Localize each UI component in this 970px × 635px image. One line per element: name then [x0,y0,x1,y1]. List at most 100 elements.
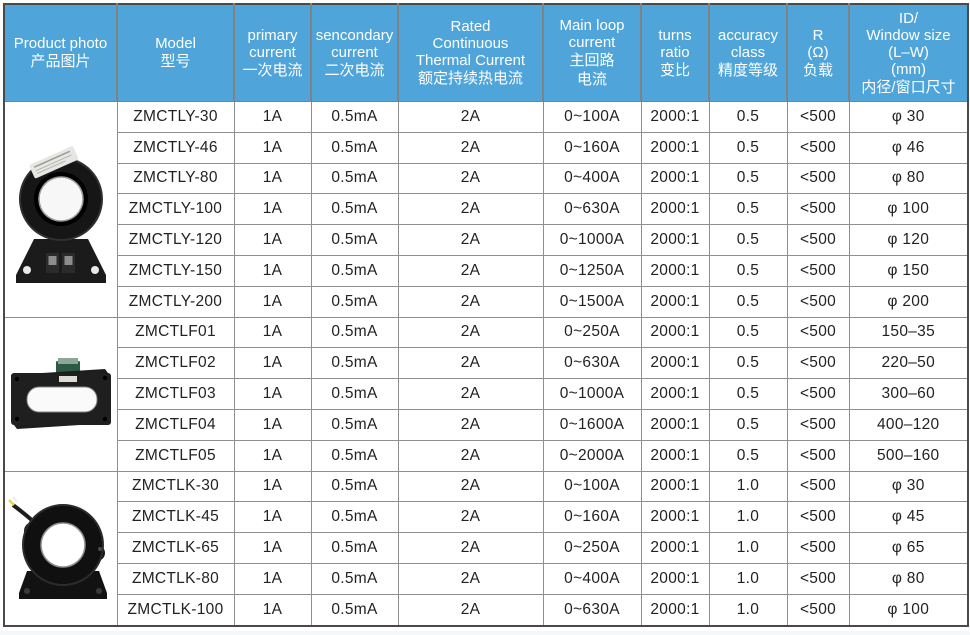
cell-model: ZMCTLF03 [116,378,235,410]
cell-primary: 1A [233,193,312,226]
cell-thermal: 2A [397,254,544,287]
cell-turns: 2000:1 [640,470,710,503]
cell-turns: 2000:1 [640,162,710,195]
cell-r: <500 [786,408,850,441]
cell-main_loop: 0~100A [542,470,642,503]
cell-primary: 1A [233,285,312,318]
table-row: ZMCTLK-30 1A 0.5mA 2A 0~100A 2000:1 1.0 <500 φ 3… [3,470,969,627]
cell-turns: 2000:1 [640,101,710,133]
cell-window: φ 80 [848,162,969,195]
cell-accuracy: 1.0 [708,562,788,595]
cell-primary: 1A [233,131,312,164]
cell-window: φ 100 [848,593,969,627]
cell-thermal: 2A [397,593,544,627]
cell-turns: 2000:1 [640,501,710,534]
cell-primary: 1A [233,101,312,133]
cell-model: ZMCTLY-120 [116,224,235,256]
header-primary-current-zh: 一次电流 [242,61,303,79]
cell-main_loop: 0~160A [542,501,642,534]
cell-primary: 1A [233,562,312,595]
cell-secondary: 0.5mA [310,347,399,380]
cell-accuracy: 0.5 [708,101,788,133]
cell-main_loop: 0~400A [542,162,642,195]
cell-main_loop: 0~630A [542,593,642,627]
cell-thermal: 2A [397,408,544,441]
cell-window: φ 200 [848,285,969,318]
cell-turns: 2000:1 [640,378,710,410]
table-row: ZMCTLK-45 1A 0.5mA 2A 0~160A 2000:1 1.0 <500 φ 4… [4,501,969,534]
cell-r: <500 [786,101,850,133]
cell-model: ZMCTLY-100 [116,193,235,226]
header-main-loop-current: Main loop current 主回路 电流 [542,4,641,102]
cell-turns: 2000:1 [640,316,710,349]
cell-accuracy: 0.5 [708,347,788,380]
cell-thermal: 2A [397,285,544,318]
cell-model: ZMCTLF01 [116,316,235,349]
cell-primary: 1A [233,439,312,472]
cell-thermal: 2A [397,501,544,534]
cell-main_loop: 0~250A [542,532,642,564]
table-row: ZMCTLF03 1A 0.5mA 2A 0~1000A 2000:1 0.5 <500 300… [4,378,969,410]
cell-r: <500 [786,285,850,318]
cell-accuracy: 1.0 [708,593,788,627]
cell-r: <500 [786,162,850,195]
cell-window: 150–35 [848,316,969,349]
cell-window: 400–120 [848,408,969,441]
cell-main_loop: 0~1500A [542,285,642,318]
cell-thermal: 2A [397,439,544,472]
cell-window: φ 46 [848,131,969,164]
cell-turns: 2000:1 [640,254,710,287]
cell-accuracy: 1.0 [708,470,788,503]
cell-model: ZMCTLK-65 [116,532,235,564]
cell-secondary: 0.5mA [310,224,399,256]
cell-primary: 1A [233,470,312,503]
table-row: ZMCTLK-80 1A 0.5mA 2A 0~400A 2000:1 1.0 <500 φ 8… [4,562,969,595]
cell-thermal: 2A [397,131,544,164]
toroid-ct-wired-photo [3,470,118,627]
header-secondary-current-en: sencondary current [315,26,394,61]
cell-primary: 1A [233,224,312,256]
cell-primary: 1A [233,593,312,627]
cell-r: <500 [786,439,850,472]
cell-window: 220–50 [848,347,969,380]
cell-window: φ 120 [848,224,969,256]
cell-accuracy: 1.0 [708,501,788,534]
cell-window: φ 100 [848,193,969,226]
toroid-ct-wired-image [7,496,107,600]
cell-secondary: 0.5mA [310,285,399,318]
header-product-photo-en: Product photo [13,35,108,52]
cell-secondary: 0.5mA [310,593,399,627]
cell-model: ZMCTLK-45 [116,501,235,534]
rectangular-frame-ct-photo [3,316,118,472]
cell-r: <500 [786,532,850,564]
table-row: ZMCTLK-100 1A 0.5mA 2A 0~630A 2000:1 1.0 <500 φ … [4,593,969,627]
cell-accuracy: 0.5 [708,439,788,472]
table-row: ZMCTLF05 1A 0.5mA 2A 0~2000A 2000:1 0.5 <500 500… [4,439,969,472]
header-window-size-en: ID/ Window size (L–W) (mm) [866,9,951,78]
cell-accuracy: 0.5 [708,408,788,441]
rectangular-frame-ct-image [10,358,111,430]
cell-main_loop: 0~630A [542,347,642,380]
cell-model: ZMCTLK-100 [116,593,235,627]
cell-turns: 2000:1 [640,285,710,318]
table-row: ZMCTLY-80 1A 0.5mA 2A 0~400A 2000:1 0.5 <500 φ 8… [4,162,969,195]
cell-window: φ 30 [848,470,969,503]
header-primary-current: primary current 一次电流 [233,4,311,102]
cell-r: <500 [786,131,850,164]
cell-r: <500 [786,347,850,380]
header-product-photo-zh: 产品图片 [30,53,91,70]
header-r-load-en: R (Ω) [807,26,829,61]
header-turns-ratio-en: turns ratio [658,26,692,61]
cell-main_loop: 0~100A [542,101,642,133]
table-row: ZMCTLF04 1A 0.5mA 2A 0~1600A 2000:1 0.5 <500 400… [4,408,969,441]
header-turns-ratio-zh: 变比 [659,61,690,79]
cell-secondary: 0.5mA [310,378,399,410]
cell-window: 500–160 [848,439,969,472]
toroid-ct-bracket-photo [3,101,118,318]
cell-model: ZMCTLF02 [116,347,235,380]
cell-window: φ 65 [848,532,969,564]
cell-r: <500 [786,193,850,226]
cell-turns: 2000:1 [640,532,710,564]
cell-secondary: 0.5mA [310,316,399,349]
header-model-zh: 型号 [160,53,191,70]
